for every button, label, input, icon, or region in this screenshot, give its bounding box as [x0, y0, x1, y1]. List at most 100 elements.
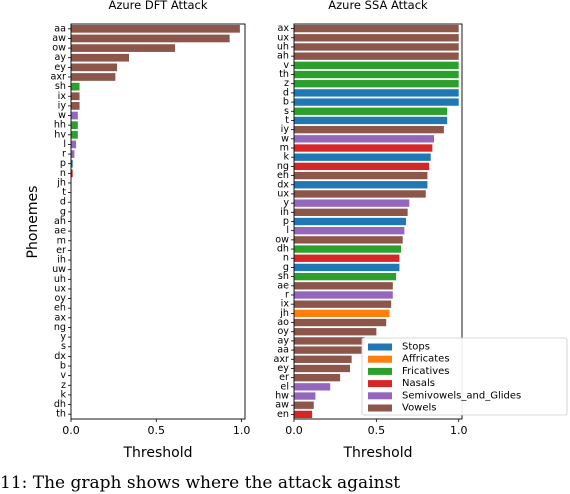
- bar: [294, 217, 406, 226]
- y-tick-label: ux: [277, 188, 289, 199]
- bar: [294, 227, 405, 235]
- x-axis-label: Threshold: [343, 445, 413, 461]
- x-tick-label: 0.0: [285, 424, 303, 437]
- y-tick-label: ow: [275, 234, 289, 245]
- bar: [71, 169, 73, 178]
- legend-swatch: [368, 392, 392, 400]
- y-tick-label: l: [286, 225, 289, 236]
- y-tick-label: th: [56, 409, 66, 420]
- bar: [71, 73, 116, 81]
- y-tick-label: ae: [54, 226, 66, 237]
- y-tick-label: oy: [277, 326, 289, 337]
- y-tick-label: r: [285, 289, 289, 300]
- y-tick-label: el: [280, 381, 289, 392]
- bar: [294, 89, 459, 97]
- bar: [294, 309, 390, 318]
- y-tick-label: ah: [54, 216, 66, 227]
- bar: [71, 92, 80, 101]
- y-tick-label: dh: [277, 244, 289, 255]
- chart-title: Azure SSA Attack: [328, 0, 428, 12]
- y-tick-label: th: [279, 69, 289, 80]
- y-tick-label: aa: [277, 345, 289, 356]
- bar: [294, 181, 428, 189]
- plot-frame: [70, 23, 246, 420]
- bar: [294, 107, 448, 115]
- bar: [294, 116, 448, 125]
- bar: [294, 328, 377, 336]
- bar: [294, 346, 362, 354]
- bar: [294, 135, 434, 143]
- y-tick-label: ey: [54, 62, 66, 73]
- y-tick-label: ux: [277, 32, 289, 43]
- y-tick-label: iy: [281, 124, 290, 135]
- y-axis-label: Phonemes: [25, 186, 41, 259]
- legend-swatch: [368, 343, 392, 351]
- y-tick-label: eh: [54, 303, 66, 314]
- y-tick-label: ey: [277, 363, 289, 374]
- y-tick-label: s: [61, 341, 66, 352]
- y-tick-label: ao: [277, 317, 289, 328]
- y-tick-label: g: [60, 206, 66, 217]
- y-tick-label: hv: [54, 129, 66, 140]
- y-tick-label: ux: [54, 283, 66, 294]
- y-tick-label: uh: [277, 41, 289, 52]
- y-tick-label: ah: [277, 51, 289, 62]
- y-tick-label: z: [284, 78, 289, 89]
- y-tick-label: v: [60, 370, 66, 381]
- bar: [294, 162, 430, 171]
- bar: [71, 34, 230, 43]
- bar: [71, 24, 240, 33]
- y-tick-label: er: [279, 372, 289, 383]
- y-tick-label: t: [285, 115, 289, 126]
- y-tick-label: aa: [54, 23, 66, 34]
- y-tick-label: axr: [50, 71, 66, 82]
- bar: [71, 159, 73, 168]
- y-tick-label: b: [60, 361, 66, 372]
- y-tick-label: hw: [275, 391, 289, 402]
- bar: [294, 98, 459, 106]
- bar: [294, 144, 433, 152]
- y-tick-label: ow: [52, 43, 66, 54]
- legend-label: Vowels: [402, 403, 437, 414]
- x-tick-label: 1.0: [233, 424, 251, 437]
- y-tick-label: z: [61, 380, 66, 391]
- y-tick-label: dx: [54, 351, 66, 362]
- y-tick-label: d: [283, 87, 289, 98]
- legend-box: [361, 337, 568, 416]
- y-tick-label: t: [62, 187, 66, 198]
- bar: [294, 337, 365, 345]
- legend-label: Nasals: [402, 378, 435, 389]
- legend-swatch: [368, 380, 392, 388]
- bar: [294, 80, 459, 88]
- bar: [294, 190, 426, 198]
- y-tick-label: ng: [277, 161, 289, 172]
- y-tick-label: ay: [54, 52, 66, 63]
- bar: [294, 392, 316, 400]
- legend-swatch: [368, 404, 392, 412]
- legend-swatch: [368, 355, 392, 363]
- y-tick-label: iy: [58, 100, 67, 111]
- bar: [71, 63, 118, 72]
- bar: [71, 111, 78, 120]
- y-tick-label: s: [284, 106, 289, 117]
- bar: [294, 300, 392, 308]
- legend-label: Fricatives: [402, 366, 450, 377]
- y-tick-label: y: [283, 198, 289, 209]
- figure-caption: 11: The graph shows where the attack aga…: [0, 473, 401, 493]
- legend-swatch: [368, 367, 392, 375]
- bar: [294, 236, 403, 244]
- y-tick-label: m: [280, 143, 289, 154]
- legend-label: Affricates: [402, 354, 450, 365]
- x-tick-label: 0.5: [148, 424, 166, 437]
- bar: [71, 121, 78, 130]
- bar: [71, 130, 78, 139]
- bar: [294, 34, 459, 42]
- bar: [294, 373, 341, 382]
- bar: [71, 44, 176, 52]
- y-tick-label: y: [60, 332, 66, 343]
- bar: [71, 150, 75, 158]
- bar: [294, 24, 459, 33]
- bar: [294, 43, 459, 51]
- y-tick-label: oy: [54, 293, 66, 304]
- y-tick-label: v: [283, 60, 289, 71]
